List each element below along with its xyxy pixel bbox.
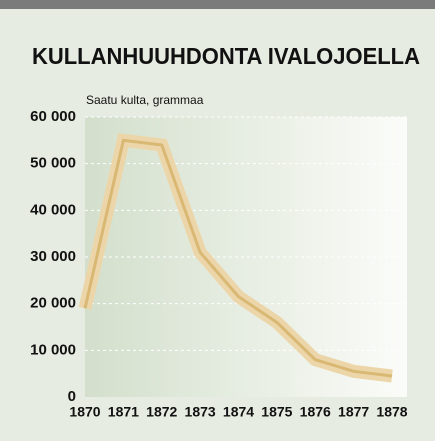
x-tick-label: 1876 <box>300 404 331 420</box>
y-tick-label: 30 000 <box>30 248 76 265</box>
x-tick-label: 1874 <box>223 404 254 420</box>
x-tick-label: 1872 <box>146 404 177 420</box>
y-tick-label: 20 000 <box>30 295 76 312</box>
y-tick-label: 40 000 <box>30 201 76 218</box>
x-tick-label: 1875 <box>261 404 292 420</box>
x-tick-label: 1871 <box>108 404 139 420</box>
x-tick-label: 1873 <box>185 404 216 420</box>
x-tick-label: 1877 <box>338 404 369 420</box>
line <box>83 138 393 378</box>
y-tick-label: 60 000 <box>30 108 76 125</box>
x-tick-label: 1878 <box>376 404 407 420</box>
y-axis-label: Saatu kulta, grammaa <box>86 93 204 107</box>
plot-area <box>85 117 407 397</box>
chart-title: KULLANHUUHDONTA IVALOJOELLA <box>32 43 420 69</box>
x-tick-label: 1870 <box>69 404 100 420</box>
y-tick-label: 10 000 <box>30 341 76 358</box>
y-tick-label: 50 000 <box>30 155 76 172</box>
top-bar <box>0 0 435 9</box>
y-tick-label: 0 <box>68 388 76 405</box>
